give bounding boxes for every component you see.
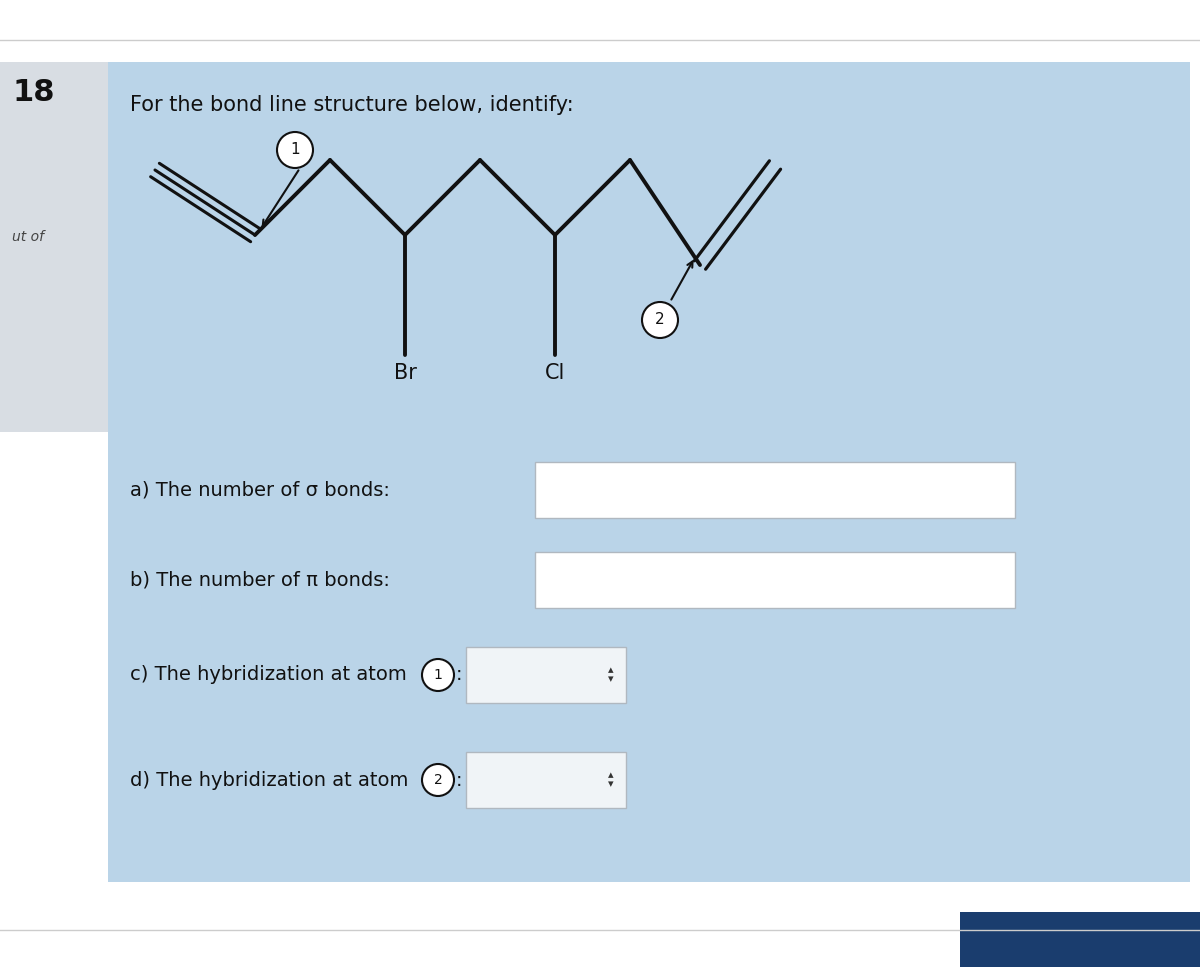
Bar bbox=[535, 552, 1015, 608]
Text: :: : bbox=[456, 665, 462, 685]
Text: :: : bbox=[456, 771, 462, 789]
Text: b) The number of π bonds:: b) The number of π bonds: bbox=[130, 571, 390, 590]
Circle shape bbox=[422, 659, 454, 691]
Bar bbox=[0, 62, 108, 432]
Text: For the bond line structure below, identify:: For the bond line structure below, ident… bbox=[130, 95, 574, 115]
Text: 18: 18 bbox=[12, 78, 54, 107]
Bar bbox=[960, 912, 1200, 967]
Bar bbox=[108, 62, 1190, 882]
Circle shape bbox=[277, 132, 313, 168]
Bar bbox=[466, 752, 626, 808]
Text: ▴
▾: ▴ ▾ bbox=[608, 771, 614, 790]
Text: ut of: ut of bbox=[12, 230, 44, 244]
Text: 2: 2 bbox=[655, 312, 665, 328]
Text: Br: Br bbox=[394, 363, 416, 383]
Text: 1: 1 bbox=[290, 142, 300, 158]
Text: 2: 2 bbox=[433, 773, 443, 787]
Text: d) The hybridization at atom: d) The hybridization at atom bbox=[130, 771, 415, 789]
Text: a) The number of σ bonds:: a) The number of σ bonds: bbox=[130, 481, 390, 500]
Circle shape bbox=[422, 764, 454, 796]
Circle shape bbox=[642, 302, 678, 338]
Text: ▴
▾: ▴ ▾ bbox=[608, 665, 614, 685]
Text: c) The hybridization at atom: c) The hybridization at atom bbox=[130, 665, 413, 685]
Text: 1: 1 bbox=[433, 668, 443, 682]
Bar bbox=[466, 647, 626, 703]
Bar bbox=[535, 462, 1015, 518]
Text: Cl: Cl bbox=[545, 363, 565, 383]
